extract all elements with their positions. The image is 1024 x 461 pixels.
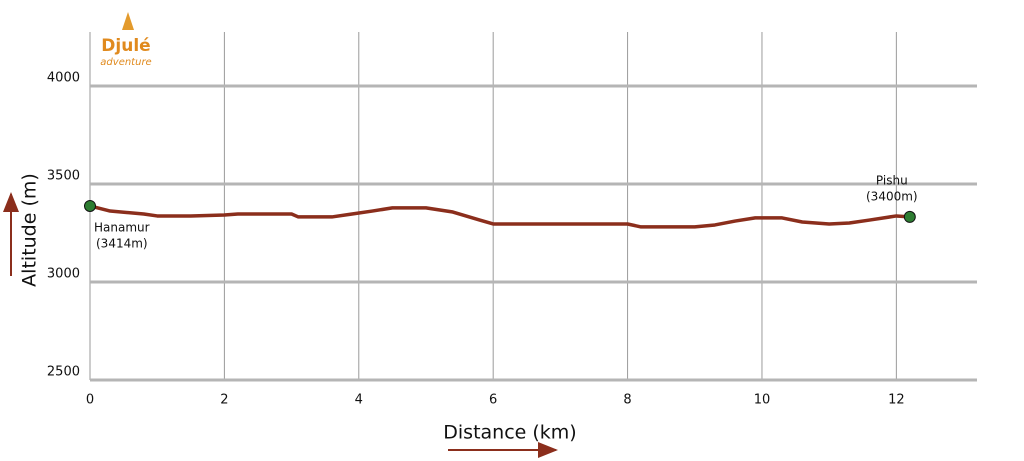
x-tick-label: 6 — [489, 393, 497, 408]
y-tick-label: 2500 — [47, 365, 80, 380]
x-axis-title: Distance (km) — [443, 422, 576, 444]
y-tick-label: 3000 — [47, 267, 80, 282]
y-axis-title: Altitude (m) — [19, 173, 41, 287]
point-annotation: (3400m) — [866, 189, 918, 203]
x-tick-label: 4 — [355, 393, 363, 408]
point-annotation: Pishu — [876, 173, 908, 187]
endpoint-marker — [903, 210, 916, 223]
x-tick-label: 0 — [86, 393, 94, 408]
logo-name: Djulé — [101, 36, 150, 56]
x-tick-label: 8 — [623, 393, 631, 408]
y-tick-label: 4000 — [47, 71, 80, 86]
logo-icon — [122, 12, 134, 30]
line-series — [89, 204, 910, 229]
endpoint-marker — [84, 199, 96, 212]
y-tick-label: 3500 — [47, 169, 80, 184]
x-tick-label: 12 — [888, 393, 905, 408]
point-annotation: (3414m) — [96, 236, 148, 250]
logo: Djulé adventure — [100, 12, 152, 68]
x-tick-label: 2 — [220, 393, 228, 408]
point-annotation: Hanamur — [94, 220, 150, 234]
logo-tagline: adventure — [100, 57, 151, 68]
x-tick-label: 10 — [754, 393, 771, 408]
